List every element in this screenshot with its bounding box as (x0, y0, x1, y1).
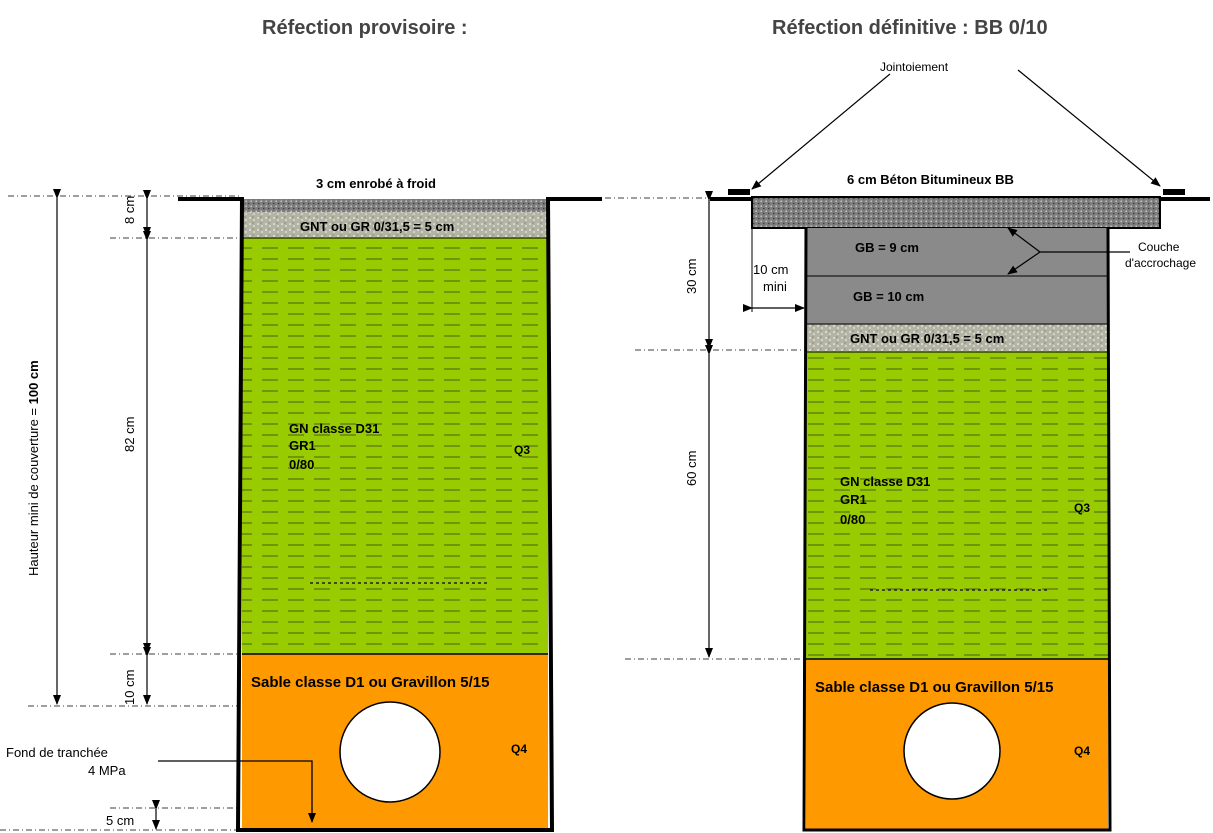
label-fill-l1: GN classe D31 (289, 421, 379, 436)
pipe-right (903, 702, 1001, 800)
label-q4-left: Q4 (511, 742, 527, 756)
label-dim-5: 5 cm (106, 813, 134, 828)
trench-walls-left (235, 198, 555, 832)
label-dim-10: 10 cm (122, 670, 137, 705)
title-right: Réfection définitive : BB 0/10 (772, 17, 1048, 39)
label-fill-r2: GR1 (840, 492, 867, 507)
label-dim-8: 8 cm (122, 196, 137, 224)
label-fill-r3: 0/80 (840, 512, 865, 527)
joint-cap-left (728, 189, 750, 195)
bottom-callout-arrow (158, 760, 316, 823)
gnt-layer-left (242, 212, 548, 238)
label-fill-r1: GN classe D31 (840, 474, 930, 489)
label-fill-l3: 0/80 (289, 457, 314, 472)
label-overlap-2: mini (763, 279, 787, 294)
label-fill-l2: GR1 (289, 438, 316, 453)
label-q3-right: Q3 (1074, 501, 1090, 515)
label-dim-total: Hauteur mini de couverture = 100 cm (26, 360, 41, 576)
fill-layer-right (806, 352, 1108, 659)
pipe-left (339, 701, 441, 803)
label-jointing: Jointoiement (880, 60, 949, 74)
left-trench: 3 cm enrobé à froid GNT ou GR 0/31,5 = 5… (0, 176, 602, 832)
jointing-arrow-left (751, 73, 891, 190)
label-q3-left: Q3 (514, 443, 530, 457)
label-bb: 6 cm Béton Bitumineux BB (847, 172, 1014, 187)
label-tack-1: Couche (1138, 240, 1180, 254)
label-bottom-2: 4 MPa (88, 763, 126, 778)
label-dim-30: 30 cm (684, 259, 699, 294)
label-overlap-1: 10 cm (753, 262, 788, 277)
gnt-layer-right (806, 324, 1108, 352)
label-gnt-left: GNT ou GR 0/31,5 = 5 cm (300, 219, 454, 234)
label-cold-mix: 3 cm enrobé à froid (316, 176, 436, 191)
trench-walls-right (802, 227, 1112, 832)
label-gb2: GB = 10 cm (853, 289, 924, 304)
title-left: Réfection provisoire : (262, 17, 468, 39)
label-gb1: GB = 9 cm (855, 240, 919, 255)
label-gnt-right: GNT ou GR 0/31,5 = 5 cm (850, 331, 1004, 346)
gb-layer-2 (806, 276, 1108, 324)
label-dim-60: 60 cm (684, 451, 699, 486)
fill-layer-left (242, 238, 548, 654)
label-dim-82: 82 cm (122, 417, 137, 452)
label-bed-left: Sable classe D1 ou Gravillon 5/15 (251, 674, 489, 691)
label-bed-right: Sable classe D1 ou Gravillon 5/15 (815, 679, 1053, 696)
label-tack-2: d'accrochage (1125, 256, 1196, 270)
joint-cap-right (1163, 189, 1185, 195)
bb-layer (751, 196, 1161, 229)
right-trench: 6 cm Béton Bitumineux BB Jointoiement GB… (605, 60, 1210, 832)
cold-mix-layer (242, 199, 548, 212)
label-q4-right: Q4 (1074, 744, 1090, 758)
label-bottom-1: Fond de tranchée (6, 745, 108, 760)
jointing-arrow-right (1017, 69, 1161, 187)
